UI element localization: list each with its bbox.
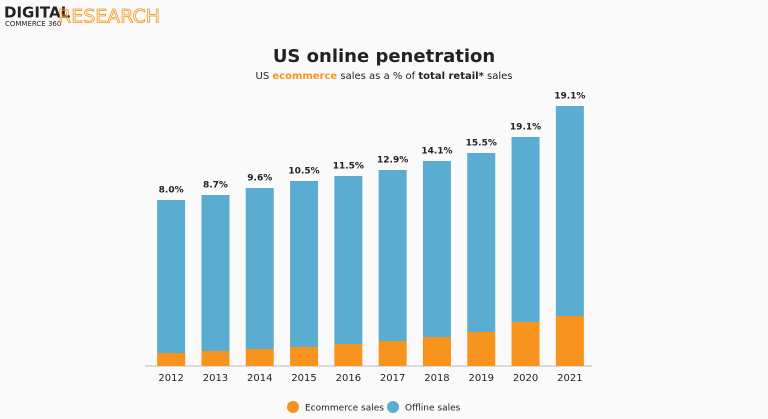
x-tick-label: 2018 — [424, 373, 449, 384]
logo-research: RESEARCH — [58, 6, 160, 28]
logo-sub: COMMERCE 360 — [5, 20, 61, 28]
bar-segment — [555, 316, 584, 366]
x-tick-label: 2021 — [557, 373, 582, 384]
data-label: 12.9% — [377, 156, 408, 166]
bar-segment — [422, 161, 451, 337]
bar-segment — [290, 347, 319, 366]
bar-segment — [334, 176, 363, 344]
data-label: 10.5% — [288, 167, 319, 177]
bar-segment — [245, 349, 274, 366]
bar-segment — [378, 170, 407, 341]
x-tick-label: 2012 — [158, 373, 183, 384]
x-tick-label: 2015 — [291, 373, 316, 384]
bar-segment — [334, 344, 363, 366]
bar-segment — [245, 188, 274, 349]
subtitle-part: sales — [484, 71, 513, 82]
bar-segment — [422, 337, 451, 366]
bar-segment — [511, 322, 540, 366]
bar-segment — [201, 195, 230, 351]
chart-subtitle: US ecommerce sales as a % of total retai… — [256, 71, 513, 82]
legend-label: Ecommerce sales — [305, 404, 384, 414]
legend-swatch — [287, 401, 299, 413]
x-tick-label: 2013 — [203, 373, 228, 384]
data-label: 14.1% — [421, 147, 452, 157]
logo: DIGITAL COMMERCE 360 RESEARCH — [4, 4, 160, 29]
bar-segment — [467, 153, 496, 332]
bar-segment — [157, 200, 186, 353]
x-tick-label: 2020 — [513, 373, 538, 384]
bar-segment — [378, 341, 407, 366]
data-label: 19.1% — [510, 123, 541, 133]
x-tick-label: 2014 — [247, 373, 272, 384]
bar-segment — [511, 137, 540, 322]
data-label: 8.0% — [159, 186, 184, 196]
legend-swatch — [387, 401, 399, 413]
bar-segment — [157, 353, 186, 366]
data-label: 15.5% — [466, 139, 497, 149]
data-label: 9.6% — [247, 174, 272, 184]
bar-segment — [467, 332, 496, 366]
logo-brand: DIGITAL — [4, 4, 71, 22]
bar-segment — [290, 181, 319, 347]
bar-segment — [201, 351, 230, 366]
x-tick-label: 2016 — [336, 373, 361, 384]
x-tick-label: 2019 — [469, 373, 494, 384]
subtitle-part: ecommerce — [272, 71, 337, 82]
bar-segment — [555, 106, 584, 316]
legend-label: Offline sales — [405, 404, 461, 414]
subtitle-part: US — [256, 71, 273, 82]
data-label: 11.5% — [333, 162, 364, 172]
subtitle-part: sales as a % of — [337, 71, 418, 82]
chart-title: US online penetration — [273, 46, 495, 67]
data-label: 19.1% — [554, 92, 585, 102]
subtitle-part: total retail* — [418, 71, 484, 82]
data-label: 8.7% — [203, 181, 228, 191]
x-tick-label: 2017 — [380, 373, 405, 384]
